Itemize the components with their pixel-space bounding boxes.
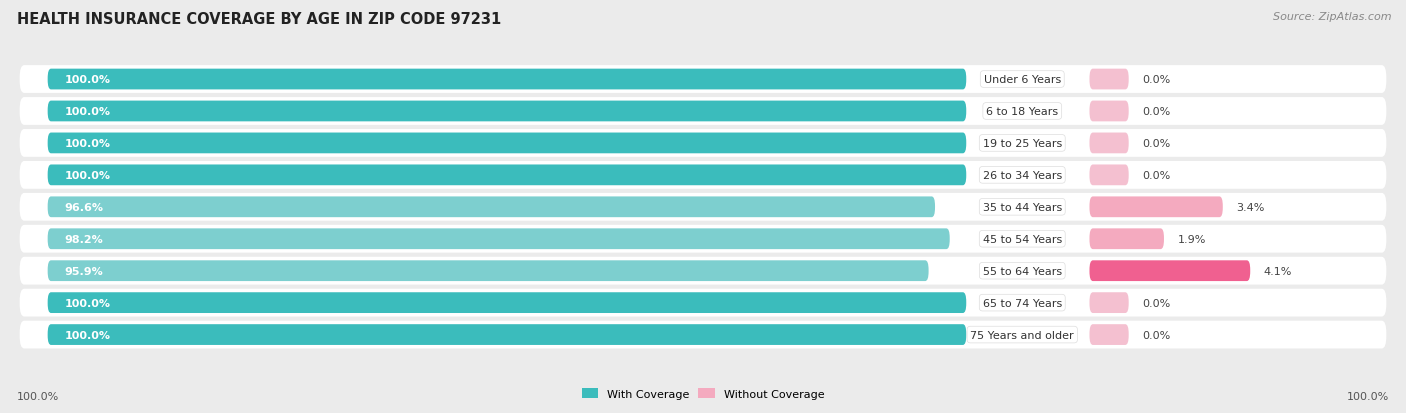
- FancyBboxPatch shape: [1090, 133, 1129, 154]
- Text: 0.0%: 0.0%: [1142, 298, 1170, 308]
- FancyBboxPatch shape: [1090, 165, 1129, 186]
- Text: 4.1%: 4.1%: [1264, 266, 1292, 276]
- Text: 0.0%: 0.0%: [1142, 139, 1170, 149]
- Text: 95.9%: 95.9%: [65, 266, 103, 276]
- FancyBboxPatch shape: [48, 133, 966, 154]
- Text: Source: ZipAtlas.com: Source: ZipAtlas.com: [1274, 12, 1392, 22]
- Text: 100.0%: 100.0%: [65, 75, 111, 85]
- FancyBboxPatch shape: [48, 292, 966, 313]
- Text: HEALTH INSURANCE COVERAGE BY AGE IN ZIP CODE 97231: HEALTH INSURANCE COVERAGE BY AGE IN ZIP …: [17, 12, 501, 27]
- Text: 100.0%: 100.0%: [65, 171, 111, 180]
- Text: 65 to 74 Years: 65 to 74 Years: [983, 298, 1062, 308]
- FancyBboxPatch shape: [20, 161, 1386, 189]
- Text: 26 to 34 Years: 26 to 34 Years: [983, 171, 1062, 180]
- Text: 98.2%: 98.2%: [65, 234, 103, 244]
- FancyBboxPatch shape: [1090, 292, 1129, 313]
- FancyBboxPatch shape: [20, 66, 1386, 94]
- Text: 100.0%: 100.0%: [65, 139, 111, 149]
- Text: 19 to 25 Years: 19 to 25 Years: [983, 139, 1062, 149]
- Text: 0.0%: 0.0%: [1142, 75, 1170, 85]
- Text: 100.0%: 100.0%: [17, 391, 59, 401]
- FancyBboxPatch shape: [20, 289, 1386, 317]
- Text: 100.0%: 100.0%: [65, 298, 111, 308]
- Text: 100.0%: 100.0%: [65, 107, 111, 117]
- FancyBboxPatch shape: [48, 229, 949, 249]
- FancyBboxPatch shape: [1090, 101, 1129, 122]
- FancyBboxPatch shape: [20, 98, 1386, 126]
- FancyBboxPatch shape: [20, 225, 1386, 253]
- FancyBboxPatch shape: [1090, 69, 1129, 90]
- Text: Under 6 Years: Under 6 Years: [984, 75, 1062, 85]
- FancyBboxPatch shape: [1090, 324, 1129, 345]
- Text: 1.9%: 1.9%: [1177, 234, 1206, 244]
- FancyBboxPatch shape: [20, 193, 1386, 221]
- Text: 55 to 64 Years: 55 to 64 Years: [983, 266, 1062, 276]
- FancyBboxPatch shape: [48, 101, 966, 122]
- Text: 75 Years and older: 75 Years and older: [970, 330, 1074, 340]
- FancyBboxPatch shape: [48, 261, 928, 281]
- Text: 6 to 18 Years: 6 to 18 Years: [986, 107, 1059, 117]
- Text: 100.0%: 100.0%: [65, 330, 111, 340]
- Text: 0.0%: 0.0%: [1142, 330, 1170, 340]
- Text: 35 to 44 Years: 35 to 44 Years: [983, 202, 1062, 212]
- FancyBboxPatch shape: [48, 197, 935, 218]
- FancyBboxPatch shape: [1090, 229, 1164, 249]
- FancyBboxPatch shape: [1090, 197, 1223, 218]
- Text: 0.0%: 0.0%: [1142, 107, 1170, 117]
- Text: 96.6%: 96.6%: [65, 202, 104, 212]
- Text: 0.0%: 0.0%: [1142, 171, 1170, 180]
- FancyBboxPatch shape: [20, 130, 1386, 157]
- FancyBboxPatch shape: [20, 321, 1386, 349]
- FancyBboxPatch shape: [48, 165, 966, 186]
- Text: 45 to 54 Years: 45 to 54 Years: [983, 234, 1062, 244]
- FancyBboxPatch shape: [48, 69, 966, 90]
- FancyBboxPatch shape: [1090, 261, 1250, 281]
- Legend: With Coverage, Without Coverage: With Coverage, Without Coverage: [576, 384, 830, 404]
- Text: 3.4%: 3.4%: [1236, 202, 1264, 212]
- Text: 100.0%: 100.0%: [1347, 391, 1389, 401]
- FancyBboxPatch shape: [20, 257, 1386, 285]
- FancyBboxPatch shape: [48, 324, 966, 345]
